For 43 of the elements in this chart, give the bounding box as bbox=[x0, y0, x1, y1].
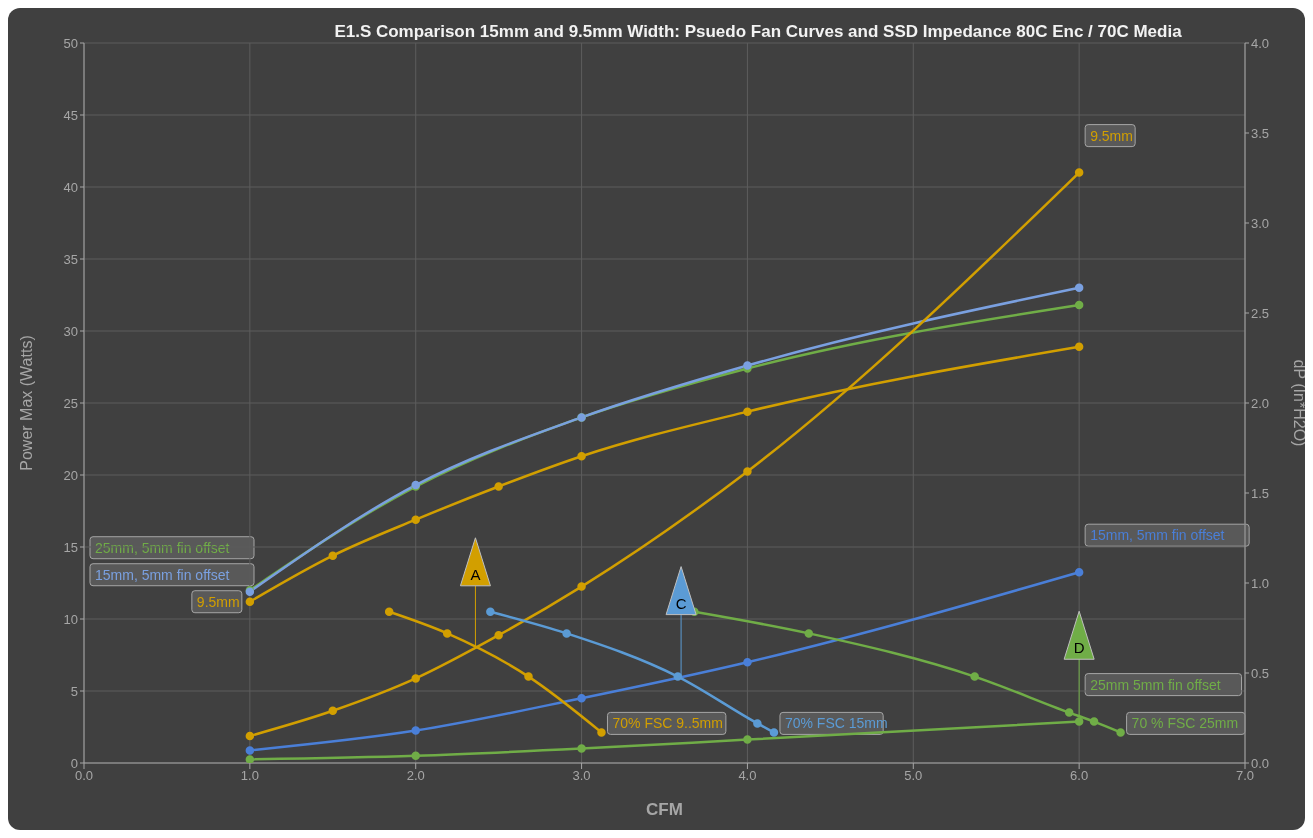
series-label: 70 % FSC 25mm bbox=[1131, 715, 1239, 732]
x-tick-label: 3.0 bbox=[572, 768, 591, 784]
y-axis-title: Power Max (Watts) bbox=[17, 335, 35, 471]
y2-tick-label: 3.5 bbox=[1251, 125, 1270, 141]
y-tick-label: 15 bbox=[63, 539, 78, 555]
y2-axis-title: dP (In*H2O) bbox=[1291, 359, 1309, 447]
y-tick-label: 25 bbox=[63, 395, 78, 411]
x-axis-title: CFM bbox=[646, 800, 683, 819]
annotation: C bbox=[675, 594, 687, 612]
text: 15mm, 5mm fin offset bbox=[1090, 527, 1225, 544]
y-tick-label: 5 bbox=[70, 683, 78, 699]
series-label: 9.5mm bbox=[196, 593, 240, 610]
y2-tick-label: 4.0 bbox=[1251, 35, 1270, 51]
y2-tick-label: 1.0 bbox=[1251, 575, 1270, 591]
y-tick-label: 30 bbox=[63, 323, 78, 339]
y-tick-label: 35 bbox=[63, 251, 78, 267]
series-label: 15mm, 5mm fin offset bbox=[95, 566, 230, 583]
x-tick-label: 5.0 bbox=[904, 768, 923, 784]
annotation: D bbox=[1073, 639, 1085, 657]
y-tick-label: 0 bbox=[70, 755, 78, 771]
text: 9.5mm bbox=[1090, 127, 1133, 144]
y-tick-label: 20 bbox=[63, 467, 78, 483]
y-tick-label: 10 bbox=[63, 611, 78, 627]
y-tick-label: 45 bbox=[63, 107, 78, 123]
y2-tick-label: 0.0 bbox=[1251, 755, 1270, 771]
series-label: 70% FSC 9..5mm bbox=[612, 715, 723, 732]
x-tick-label: 2.0 bbox=[406, 768, 425, 784]
y2-tick-label: 2.0 bbox=[1251, 395, 1270, 411]
chart-title: E1.S Comparison 15mm and 9.5mm Width: Psuedo Fan Curves and SSD Impedance 80C Enc / 70C Media bbox=[334, 22, 1182, 41]
y-tick-label: 40 bbox=[63, 179, 78, 195]
annotation: A bbox=[470, 565, 481, 583]
x-tick-label: 4.0 bbox=[738, 768, 757, 784]
y2-tick-label: 0.5 bbox=[1251, 665, 1270, 681]
text: 25mm, 5mm fin offset bbox=[95, 539, 230, 556]
y2-tick-label: 1.5 bbox=[1251, 485, 1270, 501]
y2-tick-label: 2.5 bbox=[1251, 305, 1270, 321]
x-tick-label: 6.0 bbox=[1070, 768, 1089, 784]
x-tick-label: 0.0 bbox=[74, 768, 94, 784]
series-label: 70% FSC 15mm bbox=[784, 715, 888, 732]
y-tick-label: 50 bbox=[63, 35, 78, 51]
y2-tick-label: 3.0 bbox=[1251, 215, 1270, 231]
x-tick-label: 1.0 bbox=[240, 768, 259, 784]
x-tick-label: 7.0 bbox=[1235, 768, 1255, 784]
